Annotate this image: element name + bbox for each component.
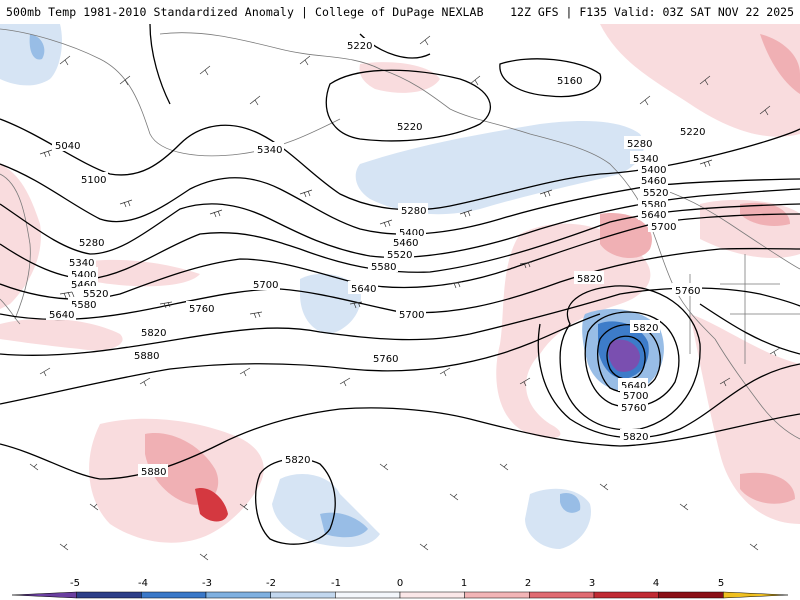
- contour-label: 5340: [257, 145, 282, 156]
- contour-label: 5460: [71, 280, 96, 291]
- anomaly-colorbar: -5 -4 -3 -2 -1 0 1 2 3 4 5: [0, 576, 800, 600]
- contour-label: 5700: [399, 310, 424, 321]
- colorbar-segment: [76, 591, 142, 599]
- contour-label: 5460: [641, 176, 666, 187]
- contour-label: 5880: [141, 467, 166, 478]
- contour-label: 5580: [641, 200, 666, 211]
- contour-label: 5160: [557, 76, 582, 87]
- contour-label: 5520: [83, 289, 108, 300]
- tick-label: -4: [138, 578, 148, 589]
- contour-label: 5400: [641, 165, 666, 176]
- tick-label: 1: [461, 578, 467, 589]
- contour-label: 5280: [79, 238, 104, 249]
- contour-label: 5400: [399, 228, 424, 239]
- contour-label: 5280: [627, 139, 652, 150]
- header-bar: 500mb Temp 1981-2010 Standardized Anomal…: [0, 0, 800, 24]
- contour-label: 5700: [253, 280, 278, 291]
- map-canvas: 5220 5160 5040 5100 5220 5280 5340 5400 …: [0, 24, 800, 561]
- tick-label: -3: [202, 578, 212, 589]
- contour-label: 5220: [347, 41, 372, 52]
- colorbar-segment: [270, 591, 336, 599]
- contour-label: 5700: [623, 391, 648, 402]
- colorbar-tick-labels: -5 -4 -3 -2 -1 0 1 2 3 4 5: [70, 578, 724, 589]
- contour-label: 5820: [285, 455, 310, 466]
- map-title: 500mb Temp 1981-2010 Standardized Anomal…: [6, 5, 484, 19]
- contour-label: 5580: [371, 262, 396, 273]
- colorbar-segment: [335, 591, 401, 599]
- contour-label: 5820: [577, 274, 602, 285]
- colorbar-segment: [205, 591, 271, 599]
- colorbar-svg: -5 -4 -3 -2 -1 0 1 2 3 4 5: [11, 578, 789, 599]
- tick-label: 0: [397, 578, 403, 589]
- colorbar-segment: [464, 591, 530, 599]
- contour-label: 5700: [651, 222, 676, 233]
- contour-label: 5760: [189, 304, 214, 315]
- colorbar-segment: [11, 591, 77, 599]
- contour-label: 5820: [623, 432, 648, 443]
- colorbar-segment: [658, 591, 724, 599]
- contour-label: 5640: [641, 210, 666, 221]
- colorbar-segment: [529, 591, 595, 599]
- warm-anomaly-shading: [0, 24, 800, 543]
- contour-label: 5460: [393, 238, 418, 249]
- contour-label: 5220: [397, 122, 422, 133]
- contour-label: 5040: [55, 141, 80, 152]
- contour-label: 5760: [373, 354, 398, 365]
- tick-label: 5: [718, 578, 724, 589]
- colorbar-segment: [399, 591, 465, 599]
- tick-label: 3: [589, 578, 595, 589]
- contour-label: 5580: [71, 300, 96, 311]
- colorbar-segment: [723, 591, 789, 599]
- contour-label: 5520: [387, 250, 412, 261]
- contour-label: 5640: [351, 284, 376, 295]
- colorbar-segment: [593, 591, 659, 599]
- model-valid-time: 12Z GFS | F135 Valid: 03Z SAT NOV 22 202…: [510, 5, 794, 19]
- contour-label: 5640: [49, 310, 74, 321]
- contour-label: 5280: [401, 206, 426, 217]
- contour-labels: 5220 5160 5040 5100 5220 5280 5340 5400 …: [46, 38, 707, 478]
- contour-label: 5340: [69, 258, 94, 269]
- tick-label: -1: [331, 578, 341, 589]
- anomaly-map[interactable]: 5220 5160 5040 5100 5220 5280 5340 5400 …: [0, 24, 800, 576]
- contour-label: 5220: [680, 127, 705, 138]
- tick-label: -2: [266, 578, 276, 589]
- contour-label: 5640: [621, 381, 646, 392]
- contour-label: 5760: [621, 403, 646, 414]
- colorbar-segments: [11, 591, 789, 599]
- contour-label: 5100: [81, 175, 106, 186]
- contour-label: 5400: [71, 270, 96, 281]
- contour-label: 5760: [675, 286, 700, 297]
- colorbar-segment: [141, 591, 207, 599]
- contour-label: 5820: [633, 323, 658, 334]
- tick-label: 2: [525, 578, 531, 589]
- contour-label: 5820: [141, 328, 166, 339]
- tick-label: -5: [70, 578, 80, 589]
- contour-label: 5880: [134, 351, 159, 362]
- contour-label: 5340: [633, 154, 658, 165]
- tick-label: 4: [653, 578, 659, 589]
- contour-label: 5520: [643, 188, 668, 199]
